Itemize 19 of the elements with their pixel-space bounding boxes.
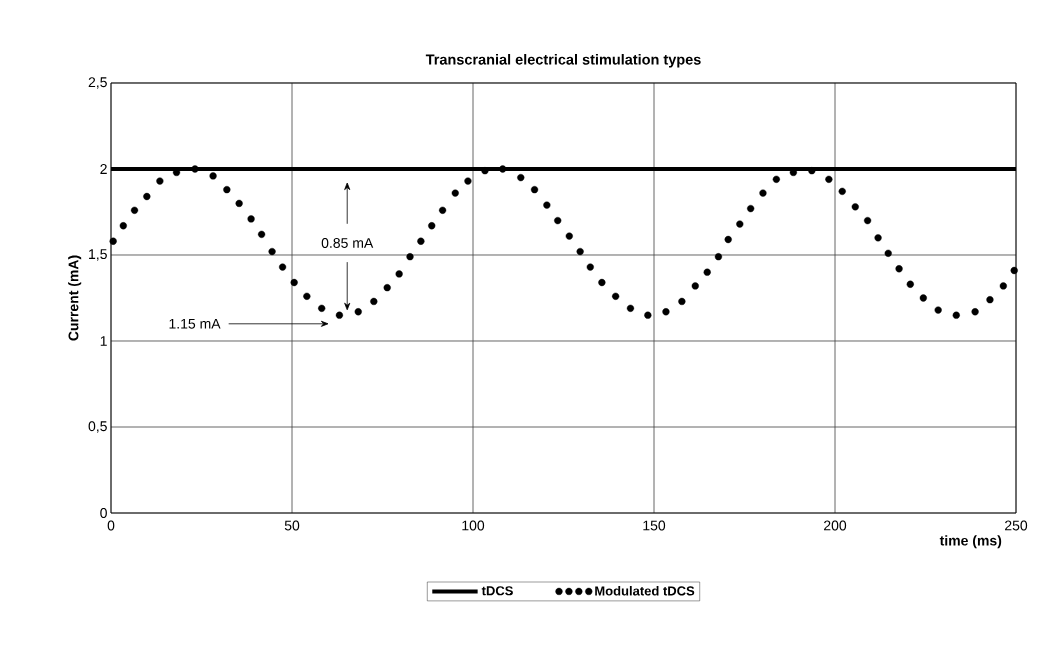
legend-label: Modulated tDCS <box>595 585 695 596</box>
x-tick-label: 250 <box>1005 520 1028 531</box>
x-tick-label: 100 <box>462 520 485 531</box>
annotation: 0.85 mA <box>321 237 374 248</box>
annotation: 1.15 mA <box>169 318 221 329</box>
y-tick-label: 2,5 <box>88 77 107 89</box>
x-tick-label: 0 <box>107 520 115 531</box>
legend-label: tDCS <box>481 586 513 596</box>
y-tick-label: 1 <box>100 336 107 346</box>
y-tick-label: 1,5 <box>89 249 107 261</box>
y-tick-label: 2 <box>100 164 107 174</box>
x-tick-label: 150 <box>643 520 666 531</box>
y-axis-title: Current (mA) <box>68 255 82 341</box>
chart-title: Transcranial electrical stimulation types <box>425 53 701 68</box>
x-tick-label: 50 <box>284 520 300 531</box>
y-tick-label: 0,5 <box>88 421 107 433</box>
y-tick-label: 0 <box>100 508 107 518</box>
x-axis-title: time (ms) <box>939 535 1002 549</box>
x-tick-label: 200 <box>824 520 847 531</box>
